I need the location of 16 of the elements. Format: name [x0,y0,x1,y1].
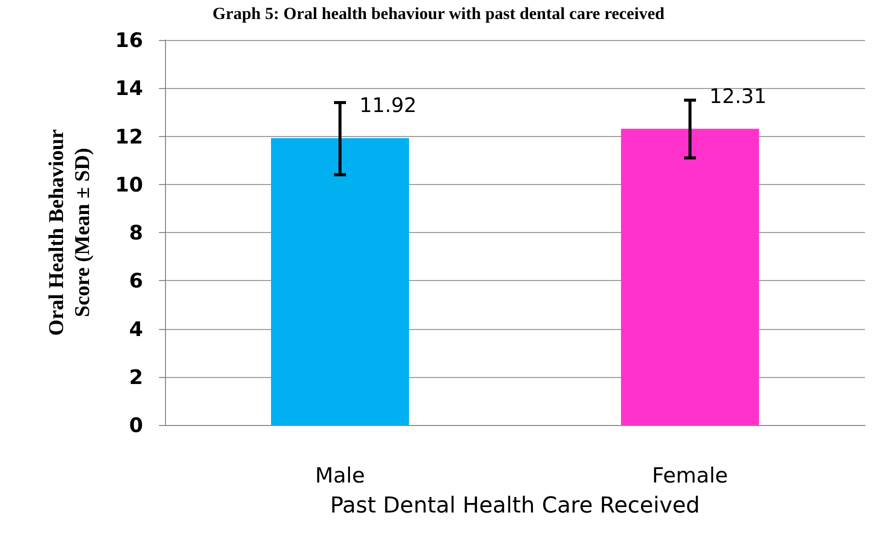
chart-title: Graph 5: Oral health behaviour with past dental care received [212,4,665,23]
y-axis-title: Oral Health Behaviour Score (Mean ± SD) [44,129,94,336]
y-tick-label: 16 [115,28,143,52]
y-tick-label: 10 [115,172,143,196]
x-tick-label: Female [652,464,728,488]
data-label: 11.92 [359,93,417,118]
y-tick-label: 4 [129,316,143,341]
data-label: 12.31 [709,84,767,108]
x-axis-title: Past Dental Health Care Received [330,494,700,518]
y-tick-label: 0 [129,413,143,437]
x-tick-label: Male [315,464,365,488]
y-tick-label: 6 [129,268,143,293]
y-tick-label: 14 [115,76,143,100]
y-tick-label: 12 [115,124,143,148]
y-tick-label: 2 [129,364,143,389]
y-tick-label: 8 [129,220,143,244]
